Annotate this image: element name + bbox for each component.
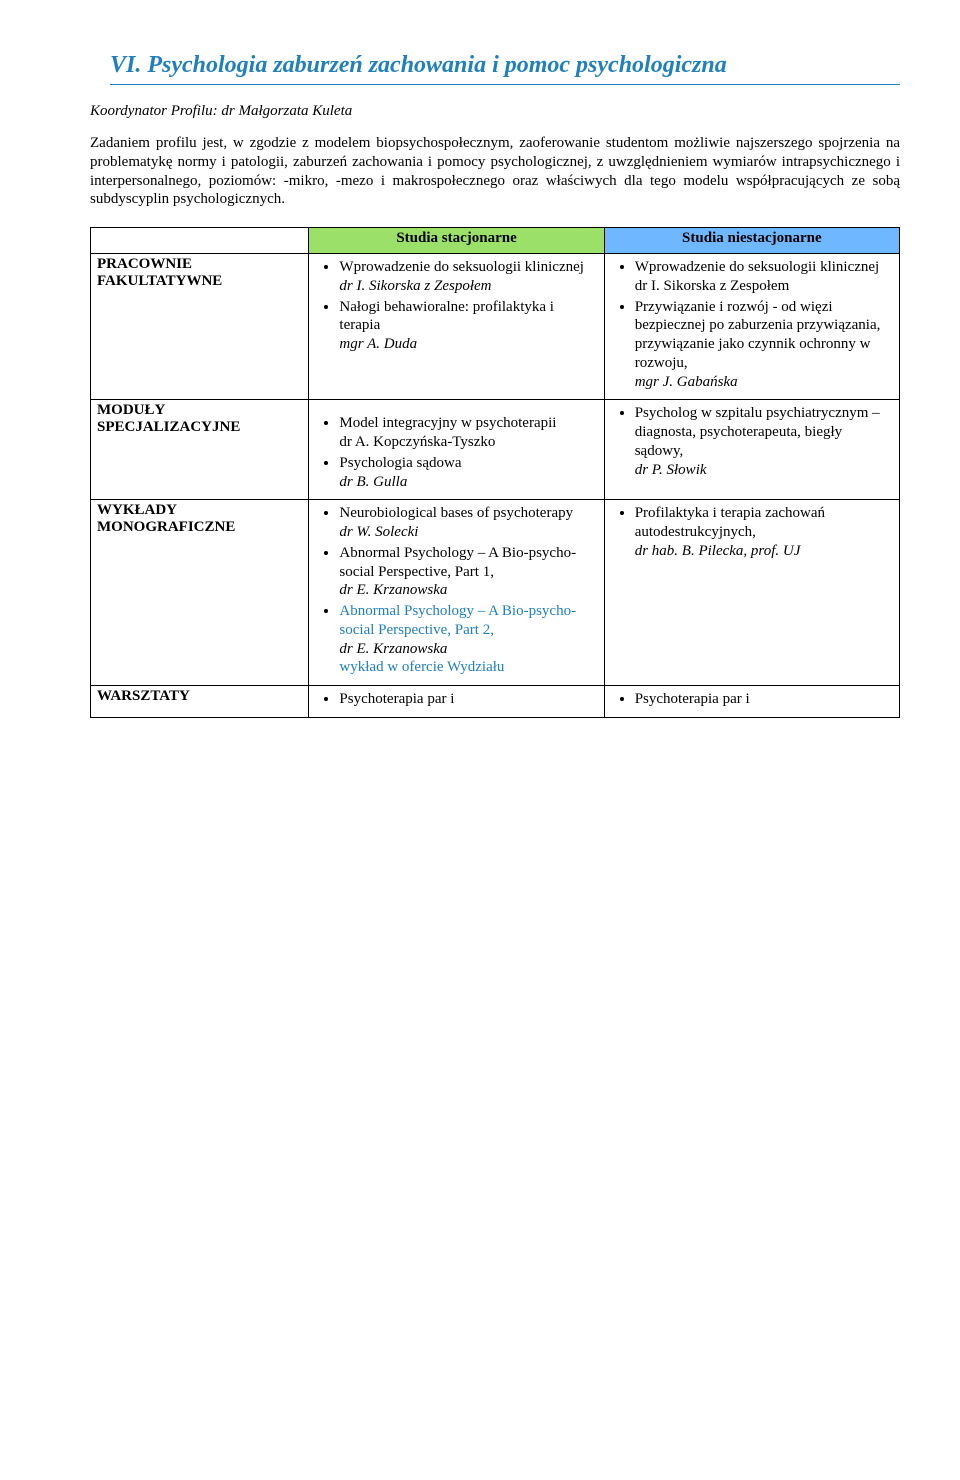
- row-label: MODUŁY SPECJALIZACYJNE: [91, 400, 309, 500]
- heading-text: VI. Psychologia zaburzeń zachowania i po…: [110, 50, 900, 80]
- header-stationary: Studia stacjonarne: [309, 228, 604, 254]
- item-author: dr hab. B. Pilecka, prof. UJ: [635, 543, 801, 559]
- row-label: WYKŁADY MONOGRAFICZNE: [91, 500, 309, 686]
- item-note: wykład w ofercie Wydziału: [339, 659, 504, 675]
- item-text: Profilaktyka i terapia zachowań autodest…: [635, 505, 825, 540]
- coordinator-name: dr Małgorzata Kuleta: [221, 103, 352, 119]
- row-label-line: PRACOWNIE: [97, 256, 192, 272]
- list-item: Wprowadzenie do seksuologii klinicznej d…: [635, 258, 893, 296]
- item-author: dr I. Sikorska z Zespołem: [339, 278, 491, 294]
- item-author: dr E. Krzanowska: [339, 582, 447, 598]
- list-item: Psychoterapia par i: [339, 690, 597, 709]
- table-header-row: Studia stacjonarne Studia niestacjonarne: [91, 228, 900, 254]
- item-text: Psycholog w szpitalu psychiatrycznym – d…: [635, 405, 880, 459]
- table-row: MODUŁY SPECJALIZACYJNE Model integracyjn…: [91, 400, 900, 500]
- item-text: Model integracyjny w psychoterapii: [339, 415, 556, 431]
- table-row: WARSZTATY Psychoterapia par i Psychotera…: [91, 686, 900, 718]
- list-item: Przywiązanie i rozwój - od więzi bezpiec…: [635, 298, 893, 392]
- item-text: Przywiązanie i rozwój - od więzi bezpiec…: [635, 299, 881, 371]
- cell-nonstationary: Psychoterapia par i: [604, 686, 899, 718]
- list-item: Abnormal Psychology – A Bio-psycho-socia…: [339, 544, 597, 600]
- list-item: Psychoterapia par i: [635, 690, 893, 709]
- item-author: mgr A. Duda: [339, 336, 417, 352]
- item-author: mgr J. Gabańska: [635, 374, 738, 390]
- header-blank: [91, 228, 309, 254]
- row-label-line: FAKULTATYWNE: [97, 273, 222, 289]
- item-author: dr W. Solecki: [339, 524, 418, 540]
- list-item: Abnormal Psychology – A Bio-psycho-socia…: [339, 602, 597, 677]
- list-item: Model integracyjny w psychoterapii dr A.…: [339, 414, 597, 452]
- list-item: Psychologia sądowa dr B. Gulla: [339, 454, 597, 492]
- curriculum-table: Studia stacjonarne Studia niestacjonarne…: [90, 227, 900, 718]
- cell-stationary: Model integracyjny w psychoterapii dr A.…: [309, 400, 604, 500]
- header-nonstationary: Studia niestacjonarne: [604, 228, 899, 254]
- row-label-line: SPECJALIZACYJNE: [97, 419, 240, 435]
- cell-stationary: Wprowadzenie do seksuologii klinicznej d…: [309, 254, 604, 400]
- list-item: Wprowadzenie do seksuologii klinicznej d…: [339, 258, 597, 296]
- item-text: Abnormal Psychology – A Bio-psycho-socia…: [339, 545, 576, 580]
- item-text: Neurobiological bases of psychoterapy: [339, 505, 573, 521]
- row-label: PRACOWNIE FAKULTATYWNE: [91, 254, 309, 400]
- cell-nonstationary: Wprowadzenie do seksuologii klinicznej d…: [604, 254, 899, 400]
- heading-rule: [110, 84, 900, 85]
- item-author: dr P. Słowik: [635, 462, 707, 478]
- cell-nonstationary: Psycholog w szpitalu psychiatrycznym – d…: [604, 400, 899, 500]
- item-author: dr E. Krzanowska: [339, 641, 447, 657]
- item-text: Abnormal Psychology – A Bio-psycho-socia…: [339, 603, 576, 638]
- item-text: Wprowadzenie do seksuologii klinicznej: [339, 259, 584, 275]
- row-label-line: MODUŁY: [97, 402, 165, 418]
- cell-stationary: Psychoterapia par i: [309, 686, 604, 718]
- table-row: PRACOWNIE FAKULTATYWNE Wprowadzenie do s…: [91, 254, 900, 400]
- item-text: Nałogi behawioralne: profilaktyka i tera…: [339, 299, 554, 334]
- item-text: Psychoterapia par i: [339, 691, 454, 707]
- row-label: WARSZTATY: [91, 686, 309, 718]
- cell-stationary: Neurobiological bases of psychoterapy dr…: [309, 500, 604, 686]
- row-label-line: MONOGRAFICZNE: [97, 519, 235, 535]
- cell-nonstationary: Profilaktyka i terapia zachowań autodest…: [604, 500, 899, 686]
- list-item: Psycholog w szpitalu psychiatrycznym – d…: [635, 404, 893, 479]
- profile-description: Zadaniem profilu jest, w zgodzie z model…: [90, 134, 900, 209]
- table-row: WYKŁADY MONOGRAFICZNE Neurobiological ba…: [91, 500, 900, 686]
- item-text: Wprowadzenie do seksuologii klinicznej: [635, 259, 880, 275]
- list-item: Profilaktyka i terapia zachowań autodest…: [635, 504, 893, 560]
- coordinator-label: Koordynator Profilu:: [90, 103, 221, 119]
- item-author: dr A. Kopczyńska-Tyszko: [339, 434, 495, 450]
- row-label-line: WYKŁADY: [97, 502, 177, 518]
- list-item: Neurobiological bases of psychoterapy dr…: [339, 504, 597, 542]
- item-author: dr I. Sikorska z Zespołem: [635, 278, 790, 294]
- item-text: Psychoterapia par i: [635, 691, 750, 707]
- list-item: Nałogi behawioralne: profilaktyka i tera…: [339, 298, 597, 354]
- item-text: Psychologia sądowa: [339, 455, 461, 471]
- item-author: dr B. Gulla: [339, 474, 407, 490]
- section-heading: VI. Psychologia zaburzeń zachowania i po…: [110, 50, 900, 85]
- coordinator-line: Koordynator Profilu: dr Małgorzata Kulet…: [90, 103, 900, 120]
